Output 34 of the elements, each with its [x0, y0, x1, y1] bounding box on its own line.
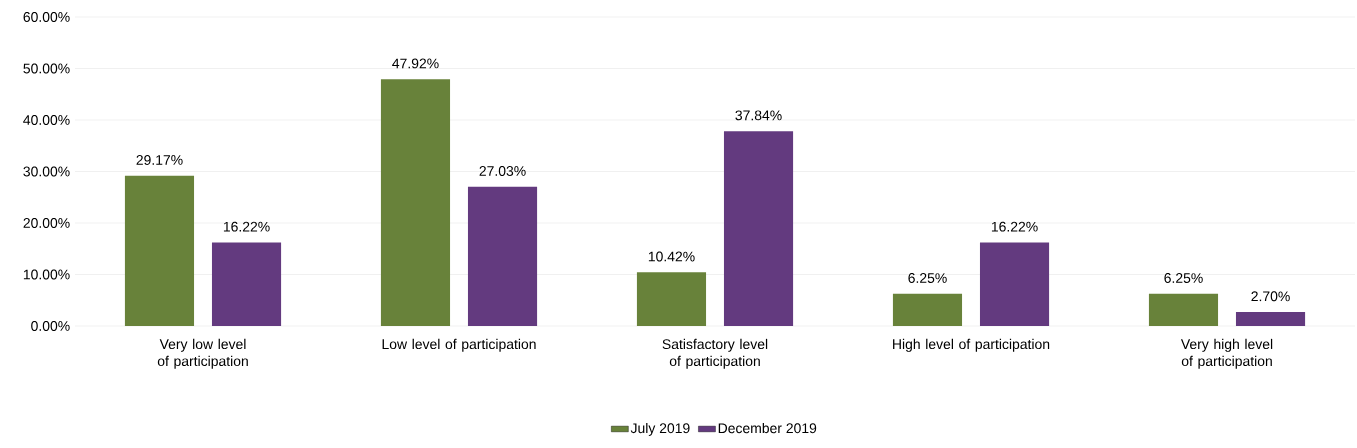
bar: [1148, 293, 1219, 326]
data-label: 47.92%: [392, 58, 439, 69]
x-tick-label: Very low level of participation: [157, 338, 248, 369]
data-label: 27.03%: [479, 166, 526, 176]
bar: [380, 79, 451, 326]
data-label: 6.25%: [1164, 273, 1203, 283]
data-label: 16.22%: [223, 221, 270, 232]
bar: [979, 242, 1050, 326]
y-tick-label: 10.00%: [23, 269, 70, 280]
data-label: 6.25%: [908, 273, 947, 283]
y-tick-label: 0.00%: [31, 321, 70, 331]
data-label: 2.70%: [1251, 291, 1290, 302]
data-label: 16.22%: [991, 221, 1038, 232]
bar: [1235, 312, 1306, 326]
x-tick-label: High level of participation: [893, 338, 1050, 352]
bar: [636, 272, 707, 326]
data-label: 10.42%: [648, 251, 695, 262]
y-tick-label: 30.00%: [23, 166, 70, 177]
x-tick-label: Very high level of participation: [1180, 338, 1273, 369]
data-label: 29.17%: [136, 155, 183, 165]
y-tick-label: 40.00%: [23, 115, 70, 125]
bar: [124, 175, 195, 326]
y-tick-label: 50.00%: [23, 63, 70, 74]
bar: [892, 293, 963, 326]
y-tick-label: 20.00%: [23, 218, 70, 228]
data-label: 37.84%: [735, 110, 782, 121]
bar: [467, 186, 538, 326]
x-tick-label: Satisfactory level of participation: [662, 338, 768, 369]
legend-label: July 2019: [630, 422, 690, 436]
x-tick-label: Low level of participation: [382, 338, 536, 352]
bar: [211, 242, 282, 326]
bar: [723, 131, 794, 326]
legend-label: December 2019: [718, 422, 817, 434]
y-tick-label: 60.00%: [23, 12, 70, 22]
